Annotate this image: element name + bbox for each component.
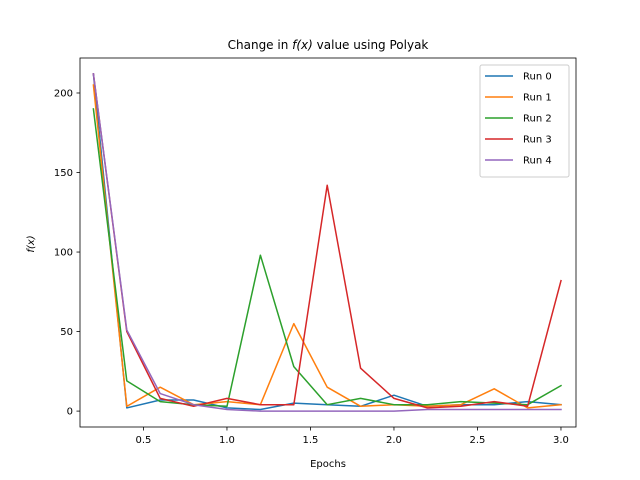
x-tick-label: 2.5: [470, 435, 486, 446]
chart-title-prefix: Change in: [228, 38, 293, 52]
legend-label-run-3: Run 3: [523, 135, 552, 146]
y-tick-label: 200: [54, 89, 73, 100]
legend-label-run-1: Run 1: [523, 93, 552, 104]
axes-layer: 0.5 1.0 1.5 2.0 2.5 3.0 0 50 100 150 200: [54, 57, 577, 446]
x-tick-label: 0.5: [136, 435, 152, 446]
chart-title-math: f(x): [292, 38, 313, 52]
series-line-run-1: [92, 84, 562, 409]
y-tick-label: 50: [60, 327, 73, 338]
y-tick-label: 0: [67, 407, 73, 418]
x-axis-label: Epochs: [310, 459, 346, 470]
chart-title: Change in f(x) value using Polyak: [228, 38, 429, 52]
plot-frame: [79, 57, 577, 428]
series-layer: [92, 73, 563, 412]
legend-label-run-2: Run 2: [523, 114, 552, 125]
series-line-run-4: [92, 73, 562, 412]
x-tick-label: 2.0: [386, 435, 402, 446]
x-tick-label: 1.0: [219, 435, 235, 446]
y-tick-label: 150: [54, 168, 73, 179]
x-tick-label: 3.0: [553, 435, 569, 446]
x-tick-label: 1.5: [303, 435, 319, 446]
legend-label-run-0: Run 0: [523, 72, 552, 83]
y-axis-label: f(x): [26, 235, 37, 252]
series-line-run-3: [92, 73, 562, 409]
legend: Run 0 Run 1 Run 2 Run 3 Run 4: [479, 64, 570, 178]
legend-label-run-4: Run 4: [523, 156, 552, 167]
legend-box: [479, 64, 570, 178]
y-tick-label: 100: [54, 248, 73, 259]
chart-title-suffix: value using Polyak: [313, 38, 429, 52]
